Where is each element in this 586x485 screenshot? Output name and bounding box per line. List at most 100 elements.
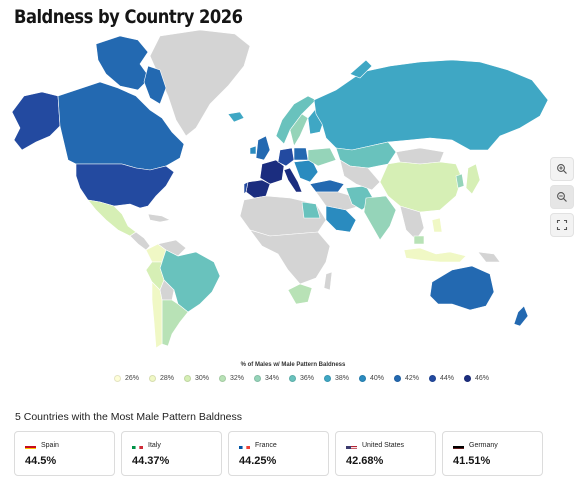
- legend-swatch: [429, 375, 436, 382]
- legend-label: 40%: [370, 375, 385, 382]
- region-canada-islands[interactable]: [95, 35, 151, 91]
- legend-item: 42%: [394, 375, 429, 382]
- legend-label: 32%: [230, 375, 245, 382]
- region-central-asia[interactable]: [339, 159, 381, 191]
- region-indonesia[interactable]: [403, 247, 467, 263]
- legend-item: 34%: [254, 375, 289, 382]
- region-egypt[interactable]: [301, 201, 321, 219]
- map-legend: % of Males w/ Male Pattern Baldness 26% 2…: [0, 362, 586, 392]
- legend-label: 42%: [405, 375, 420, 382]
- region-madagascar[interactable]: [323, 271, 333, 291]
- france-flag-icon: [239, 441, 250, 449]
- page-title: Baldness by Country 2026: [14, 6, 243, 28]
- world-map[interactable]: [0, 30, 586, 360]
- region-iceland[interactable]: [227, 111, 245, 123]
- region-mexico[interactable]: [87, 199, 137, 237]
- legend-swatch: [464, 375, 471, 382]
- region-saudi-arabia[interactable]: [325, 205, 357, 233]
- region-uk[interactable]: [255, 135, 271, 161]
- card-country: Germany: [469, 441, 498, 449]
- card-country: Italy: [148, 441, 161, 449]
- legend-label: 38%: [335, 375, 350, 382]
- region-southeast-asia[interactable]: [399, 205, 425, 241]
- card-country: United States: [362, 441, 405, 449]
- region-spain[interactable]: [245, 179, 271, 199]
- legend-swatch: [289, 375, 296, 382]
- country-card-germany[interactable]: Germany 41.51%: [442, 431, 543, 476]
- legend-item: 46%: [464, 375, 499, 382]
- country-card-united-states[interactable]: United States 42.68%: [335, 431, 436, 476]
- region-ireland[interactable]: [249, 145, 257, 155]
- region-canada[interactable]: [57, 81, 185, 171]
- card-value: 44.25%: [239, 455, 277, 467]
- region-chile[interactable]: [151, 281, 163, 349]
- region-portugal[interactable]: [243, 181, 249, 195]
- legend-label: 30%: [195, 375, 210, 382]
- spain-flag-icon: [25, 441, 36, 449]
- country-card-spain[interactable]: Spain 44.5%: [14, 431, 115, 476]
- legend-item: 30%: [184, 375, 219, 382]
- region-caribbean[interactable]: [147, 213, 171, 223]
- region-korea[interactable]: [455, 173, 465, 189]
- region-papua[interactable]: [477, 251, 501, 263]
- zoom-in-icon: [557, 164, 567, 174]
- legend-swatch: [219, 375, 226, 382]
- legend-swatch: [114, 375, 121, 382]
- region-sweden[interactable]: [289, 113, 309, 147]
- legend-label: 26%: [125, 375, 140, 382]
- world-map-svg[interactable]: [0, 30, 586, 360]
- us-flag-icon: [346, 441, 357, 449]
- region-india[interactable]: [363, 195, 397, 241]
- legend-label: 28%: [160, 375, 175, 382]
- germany-flag-icon: [453, 441, 464, 449]
- legend-item: 28%: [149, 375, 184, 382]
- legend-items: 26% 28% 30% 32% 34% 36% 38% 40% 42% 44% 46%: [114, 375, 499, 382]
- italy-flag-icon: [132, 441, 143, 449]
- region-china[interactable]: [379, 161, 463, 213]
- region-philippines[interactable]: [431, 217, 443, 233]
- card-value: 42.68%: [346, 455, 384, 467]
- region-germany[interactable]: [277, 147, 295, 167]
- region-alaska[interactable]: [11, 91, 61, 151]
- card-value: 44.37%: [132, 455, 170, 467]
- region-new-zealand[interactable]: [513, 305, 529, 327]
- region-mongolia[interactable]: [395, 147, 445, 165]
- legend-swatch: [184, 375, 191, 382]
- region-united-states[interactable]: [75, 163, 175, 209]
- card-country: Spain: [41, 441, 59, 449]
- legend-item: 26%: [114, 375, 149, 382]
- legend-swatch: [394, 375, 401, 382]
- top5-cards: Spain 44.5% Italy 44.37% France 44.25%: [14, 431, 543, 476]
- region-italy[interactable]: [283, 167, 303, 193]
- legend-swatch: [324, 375, 331, 382]
- region-australia[interactable]: [429, 265, 495, 311]
- legend-label: 44%: [440, 375, 455, 382]
- region-ukraine[interactable]: [307, 147, 337, 167]
- card-value: 41.51%: [453, 455, 491, 467]
- legend-label: 36%: [300, 375, 315, 382]
- card-value: 44.5%: [25, 455, 57, 467]
- legend-item: 32%: [219, 375, 254, 382]
- region-poland[interactable]: [293, 147, 309, 161]
- region-venezuela[interactable]: [157, 239, 187, 257]
- zoom-in-button[interactable]: [550, 157, 574, 181]
- region-japan[interactable]: [465, 163, 481, 195]
- zoom-out-icon: [557, 192, 567, 202]
- region-russia[interactable]: [313, 59, 549, 151]
- country-card-italy[interactable]: Italy 44.37%: [121, 431, 222, 476]
- region-malaysia[interactable]: [413, 235, 425, 245]
- region-turkey[interactable]: [309, 179, 345, 193]
- region-africa-central[interactable]: [249, 229, 331, 285]
- legend-title: % of Males w/ Male Pattern Baldness: [240, 362, 346, 368]
- legend-item: 36%: [289, 375, 324, 382]
- card-country: France: [255, 441, 277, 449]
- zoom-out-button[interactable]: [550, 185, 574, 209]
- region-france[interactable]: [259, 159, 285, 185]
- region-central-america[interactable]: [129, 231, 151, 251]
- country-card-france[interactable]: France 44.25%: [228, 431, 329, 476]
- region-russia-islands[interactable]: [349, 59, 373, 79]
- region-baffin[interactable]: [143, 65, 167, 105]
- fullscreen-button[interactable]: [550, 213, 574, 237]
- region-south-africa[interactable]: [287, 283, 313, 305]
- legend-swatch: [149, 375, 156, 382]
